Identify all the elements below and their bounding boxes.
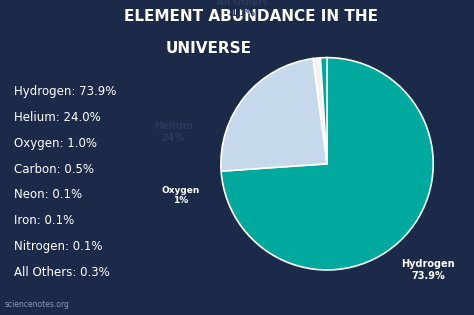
Text: Iron: 0.1%: Iron: 0.1% [14,214,74,227]
Wedge shape [221,58,433,270]
Text: UNIVERSE: UNIVERSE [165,41,252,56]
Text: Carbon: 0.5%: Carbon: 0.5% [14,163,94,175]
Text: Helium: 24.0%: Helium: 24.0% [14,111,101,124]
Text: All Others
1.1%: All Others 1.1% [217,0,268,18]
Text: All Others: 0.3%: All Others: 0.3% [14,266,110,279]
Text: Helium
24%: Helium 24% [154,121,192,143]
Text: Hydrogen
73.9%: Hydrogen 73.9% [401,259,455,281]
Text: Oxygen
1%: Oxygen 1% [162,186,200,205]
Text: Neon: 0.1%: Neon: 0.1% [14,188,82,201]
Wedge shape [320,58,327,164]
Text: Hydrogen: 73.9%: Hydrogen: 73.9% [14,85,117,98]
Wedge shape [313,58,327,164]
Text: Oxygen: 1.0%: Oxygen: 1.0% [14,137,97,150]
Text: ELEMENT ABUNDANCE IN THE: ELEMENT ABUNDANCE IN THE [124,9,378,25]
Text: Nitrogen: 0.1%: Nitrogen: 0.1% [14,240,103,253]
Wedge shape [221,59,327,171]
Text: sciencenotes.org: sciencenotes.org [5,300,70,309]
